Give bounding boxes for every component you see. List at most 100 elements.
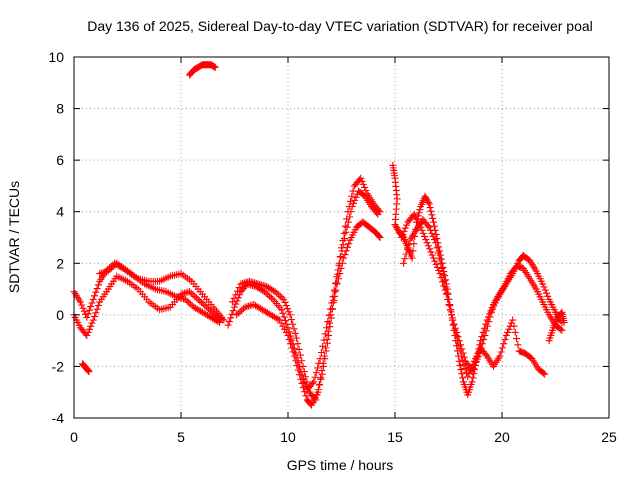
data-point xyxy=(281,325,289,333)
series-track-d xyxy=(79,360,93,376)
data-point xyxy=(324,327,332,335)
data-point xyxy=(319,342,327,350)
data-point xyxy=(83,331,91,339)
data-point xyxy=(497,348,505,356)
data-point xyxy=(558,326,566,334)
data-point xyxy=(281,298,289,306)
data-point xyxy=(281,317,289,325)
y-axis-label: SDTVAR / TECUs xyxy=(6,181,22,293)
data-point xyxy=(198,298,206,306)
data-point xyxy=(318,367,326,375)
data-point xyxy=(434,249,442,257)
data-point xyxy=(322,344,330,352)
data-point xyxy=(317,374,325,382)
data-point xyxy=(187,289,195,297)
series-track-f xyxy=(224,187,382,394)
data-point xyxy=(80,307,88,315)
data-point xyxy=(194,295,202,303)
data-point xyxy=(433,244,441,252)
data-point xyxy=(458,370,466,378)
data-point xyxy=(426,204,434,212)
data-point xyxy=(331,292,339,300)
data-point xyxy=(293,361,301,369)
data-point xyxy=(296,351,304,359)
data-point xyxy=(181,295,189,303)
data-point xyxy=(358,177,366,185)
data-point xyxy=(277,319,285,327)
data-point xyxy=(189,291,197,299)
data-point xyxy=(238,306,246,314)
data-point xyxy=(500,340,508,348)
data-point xyxy=(228,298,236,306)
data-point xyxy=(234,309,242,317)
data-point xyxy=(324,318,332,326)
data-point xyxy=(423,239,431,247)
data-point xyxy=(312,369,320,377)
data-point xyxy=(78,301,86,309)
data-point xyxy=(231,303,238,311)
data-point xyxy=(79,304,87,312)
data-point xyxy=(291,329,299,337)
data-point xyxy=(85,306,93,314)
data-point xyxy=(314,388,322,396)
data-point xyxy=(344,208,352,216)
data-point xyxy=(479,328,487,336)
data-point xyxy=(297,375,305,383)
data-point xyxy=(229,307,237,315)
data-point xyxy=(343,223,351,231)
x-tick-label: 5 xyxy=(177,429,185,445)
data-point xyxy=(278,294,286,302)
data-point xyxy=(290,325,298,333)
data-point xyxy=(279,309,287,317)
data-point xyxy=(349,187,357,195)
data-point xyxy=(279,322,287,330)
data-point xyxy=(428,229,436,237)
data-point xyxy=(478,340,486,348)
data-point xyxy=(543,289,551,297)
data-point xyxy=(477,337,485,345)
data-point xyxy=(403,221,411,229)
y-tick-label: 2 xyxy=(56,255,64,271)
data-point xyxy=(106,265,114,273)
data-point xyxy=(397,234,405,241)
data-point xyxy=(337,264,345,272)
data-point xyxy=(405,241,413,249)
data-point xyxy=(262,289,270,297)
data-point xyxy=(230,294,238,302)
y-tick-label: 6 xyxy=(56,152,64,168)
data-point xyxy=(345,203,353,211)
data-point xyxy=(375,206,383,214)
data-point xyxy=(504,328,512,336)
data-point xyxy=(286,311,294,319)
data-point xyxy=(423,195,431,203)
data-point xyxy=(455,357,463,365)
data-point xyxy=(465,370,473,378)
data-point xyxy=(336,270,344,278)
data-point xyxy=(489,305,497,313)
data-point xyxy=(464,373,472,381)
data-point xyxy=(485,318,493,326)
data-point xyxy=(108,264,116,272)
data-point xyxy=(87,322,95,330)
data-point xyxy=(285,308,293,316)
data-point xyxy=(338,259,346,267)
data-point xyxy=(295,345,303,353)
data-point xyxy=(317,349,325,357)
data-point xyxy=(84,328,92,336)
y-tick-label: -2 xyxy=(52,358,65,374)
data-point xyxy=(287,340,295,348)
data-point xyxy=(391,221,399,229)
data-point xyxy=(342,228,350,236)
data-point xyxy=(299,362,307,370)
data-point xyxy=(336,253,344,261)
data-point xyxy=(338,244,345,252)
data-point xyxy=(327,311,335,319)
data-point xyxy=(510,322,518,330)
data-point xyxy=(394,225,402,233)
data-point xyxy=(109,262,117,270)
data-point xyxy=(85,325,93,333)
data-point xyxy=(290,352,298,360)
plot-frame xyxy=(73,56,610,419)
data-point xyxy=(315,381,323,389)
y-tick-label: -4 xyxy=(52,410,65,426)
